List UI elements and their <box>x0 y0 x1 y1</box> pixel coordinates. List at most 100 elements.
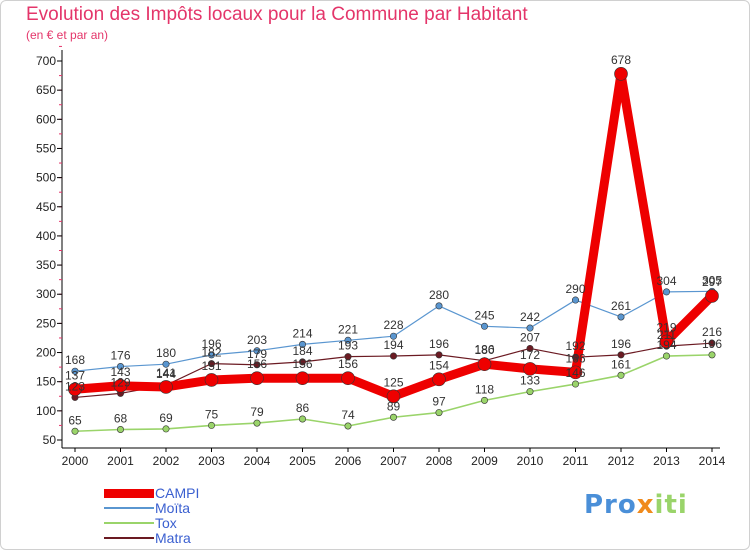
y-tick-label: 500 <box>36 171 56 185</box>
data-label-matra: 196 <box>611 337 631 351</box>
data-label-moita: 203 <box>247 333 267 347</box>
data-point-matra <box>344 353 352 361</box>
x-tick-label: 2004 <box>244 454 271 468</box>
legend-swatch <box>104 522 154 524</box>
legend-swatch <box>104 488 154 498</box>
x-tick-label: 2003 <box>198 454 225 468</box>
data-label-tox: 161 <box>611 357 631 371</box>
chart-subtitle: (en € et par an) <box>26 28 109 42</box>
data-label-tox: 69 <box>159 411 173 425</box>
data-point-moita <box>571 296 579 304</box>
data-label-matra: 123 <box>65 379 85 393</box>
data-point-moita <box>298 340 306 348</box>
y-tick-label: 50 <box>43 433 57 447</box>
data-label-moita: 245 <box>474 308 494 322</box>
x-tick-label: 2005 <box>289 454 316 468</box>
legend-swatch <box>104 507 154 509</box>
data-label-tox: 118 <box>475 382 494 396</box>
data-point-moita <box>662 288 670 296</box>
data-point-moita <box>253 347 261 355</box>
data-point-tox <box>162 425 170 433</box>
data-label-campi: 156 <box>338 357 358 371</box>
data-point-campi <box>295 371 310 385</box>
y-tick-label: 150 <box>36 375 56 389</box>
data-label-matra: 196 <box>429 337 449 351</box>
data-label-matra: 194 <box>383 338 403 352</box>
data-point-campi <box>159 380 173 394</box>
data-point-moita <box>435 302 443 310</box>
chart-title: Evolution des Impôts locaux pour la Comm… <box>26 4 528 25</box>
data-point-tox <box>480 396 488 404</box>
data-label-tox: 79 <box>250 405 264 419</box>
data-point-moita <box>480 322 488 330</box>
legend-label: CAMPI <box>155 485 200 501</box>
data-label-campi: 151 <box>201 359 221 373</box>
x-tick-label: 2001 <box>107 454 134 468</box>
data-point-campi <box>659 334 674 349</box>
data-point-matra <box>708 339 716 347</box>
series-points <box>68 67 719 435</box>
data-point-campi <box>341 371 355 385</box>
data-label-tox: 75 <box>205 407 219 421</box>
data-label-campi: 156 <box>247 357 267 371</box>
data-point-tox <box>208 421 216 429</box>
data-point-campi <box>432 372 446 387</box>
data-point-tox <box>389 413 397 421</box>
data-label-matra: 186 <box>474 343 494 357</box>
y-tick-label: 650 <box>36 83 56 97</box>
x-tick-label: 2006 <box>335 454 362 468</box>
data-label-matra: 216 <box>702 325 722 339</box>
x-tick-label: 2007 <box>380 454 407 468</box>
y-tick-label: 350 <box>36 258 56 272</box>
data-point-moita <box>162 360 170 368</box>
data-label-moita: 261 <box>611 299 631 313</box>
x-tick-label: 2008 <box>426 454 453 468</box>
data-label-matra: 144 <box>156 367 176 381</box>
x-tick-label: 2010 <box>517 454 544 468</box>
legend-label: Matra <box>155 530 191 546</box>
data-point-campi <box>614 67 628 81</box>
data-label-moita: 305 <box>702 273 722 287</box>
data-label-moita: 176 <box>110 349 130 363</box>
data-point-moita <box>71 367 79 375</box>
y-tick-label: 600 <box>36 112 56 126</box>
chart-axes: 50 100 150 200 250 300 350 400 450 500 550 600 650 70… <box>36 45 726 468</box>
data-point-tox <box>617 371 625 379</box>
y-tick-label: 100 <box>36 404 56 418</box>
data-point-matra <box>208 360 216 368</box>
x-tick-label: 2013 <box>653 454 680 468</box>
data-point-tox <box>571 380 579 388</box>
data-point-moita <box>617 313 625 321</box>
data-label-moita: 214 <box>292 326 312 340</box>
data-label-moita: 196 <box>201 337 221 351</box>
data-point-moita <box>389 332 397 340</box>
data-point-campi <box>523 362 537 376</box>
proxiti-logo: Proxiti <box>584 490 688 520</box>
data-label-campi: 154 <box>429 358 449 372</box>
data-point-matra <box>253 361 261 369</box>
data-label-campi: 180 <box>474 343 494 357</box>
data-label-matra: 129 <box>110 375 130 389</box>
x-tick-label: 2011 <box>563 454 589 468</box>
data-label-matra: 184 <box>292 344 312 358</box>
data-label-matra: 211 <box>657 328 676 342</box>
y-tick-label: 700 <box>36 54 56 68</box>
data-label-campi: 172 <box>520 348 540 362</box>
data-point-tox <box>662 352 670 360</box>
data-label-matra: 207 <box>520 330 540 344</box>
data-point-matra <box>389 352 397 360</box>
data-point-campi <box>705 289 719 303</box>
legend-label: Tox <box>155 515 177 531</box>
x-tick-label: 2014 <box>699 454 726 468</box>
data-point-matra <box>435 351 443 359</box>
data-label-campi: 143 <box>110 365 130 379</box>
x-tick-label: 2012 <box>608 454 635 468</box>
data-point-campi <box>386 389 401 404</box>
data-point-campi <box>250 371 264 385</box>
data-label-campi: 678 <box>611 53 631 67</box>
data-label-tox: 68 <box>114 412 128 426</box>
data-point-matra <box>526 344 534 352</box>
data-label-moita: 242 <box>520 310 540 324</box>
